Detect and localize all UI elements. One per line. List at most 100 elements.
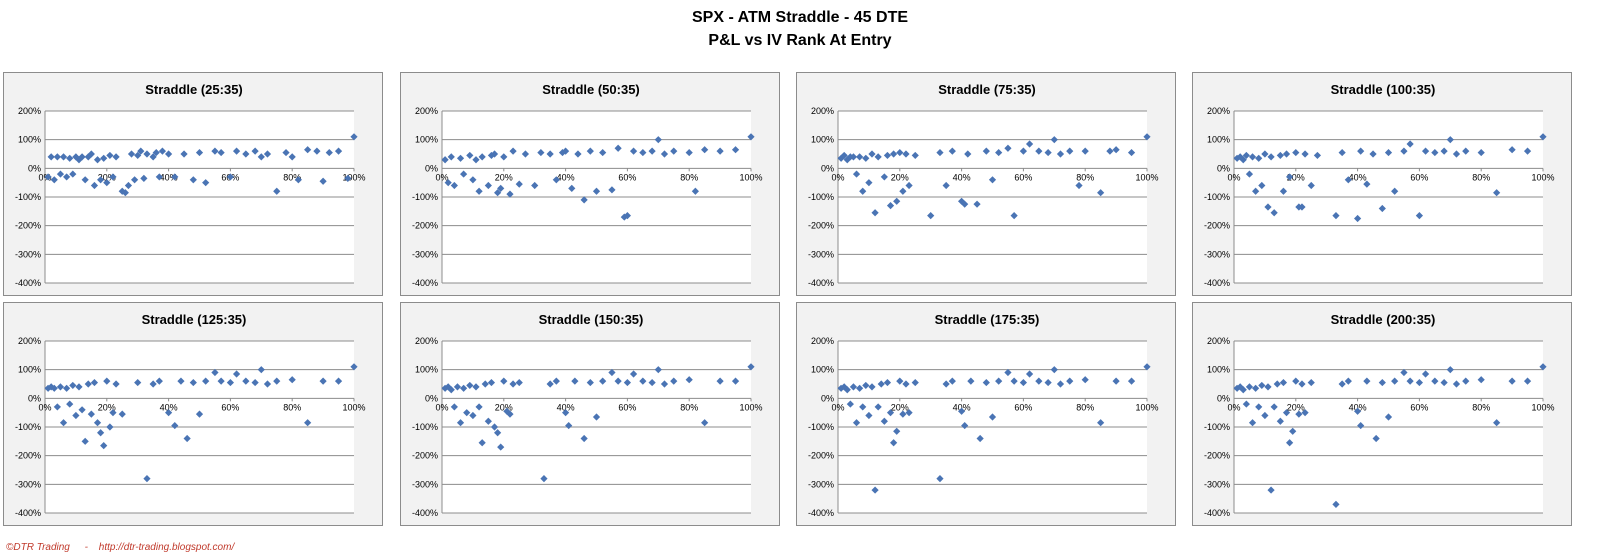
y-tick-label: -300% (808, 479, 834, 489)
data-point (1286, 439, 1294, 447)
data-point (1242, 151, 1250, 160)
x-tick-label: 40% (953, 402, 971, 412)
data-point (942, 380, 950, 388)
data-point (1332, 212, 1340, 220)
data-point (515, 378, 523, 387)
data-point (97, 429, 105, 437)
data-point (481, 380, 489, 388)
x-tick-label: 40% (1349, 172, 1367, 182)
x-tick-label: 20% (98, 172, 116, 182)
data-point (127, 150, 136, 158)
data-point (1446, 366, 1454, 374)
data-point (1440, 378, 1448, 387)
chart-title: Straddle (100:35) (1331, 82, 1436, 97)
data-point (334, 377, 343, 385)
data-point (1363, 377, 1371, 385)
data-point (56, 383, 65, 391)
data-point (1344, 377, 1352, 385)
data-point (232, 147, 241, 155)
data-point (1245, 383, 1254, 391)
data-point (1357, 147, 1365, 155)
data-point (586, 378, 594, 387)
data-point (1508, 377, 1516, 385)
data-point (1289, 427, 1297, 435)
data-point (1127, 148, 1136, 157)
data-point (304, 146, 312, 154)
chart-panel-6: Straddle (150:35) 200% 100% 0% -100% -200% -30… (400, 302, 780, 526)
data-point (880, 417, 888, 425)
y-tick-label: 200% (415, 336, 438, 346)
y-tick-label: 100% (1207, 365, 1230, 375)
y-tick-label: 100% (811, 135, 834, 145)
y-tick-label: 0% (1217, 163, 1230, 173)
data-point (747, 363, 755, 371)
data-point (1267, 153, 1275, 161)
data-point (242, 150, 250, 158)
data-point (890, 439, 898, 447)
data-point (87, 150, 95, 158)
x-tick-label: 60% (618, 172, 636, 182)
data-point (1248, 419, 1257, 427)
data-point (1252, 187, 1260, 195)
data-point (1344, 176, 1352, 184)
data-point (995, 148, 1003, 157)
data-point (484, 417, 492, 425)
chart-svg: Straddle (125:35) 200% 100% 0% -100% -200% -30… (15, 312, 366, 518)
data-point (509, 147, 517, 155)
data-point (475, 187, 483, 195)
x-tick-label: 20% (891, 172, 909, 182)
data-point (608, 186, 616, 194)
data-point (1097, 419, 1105, 427)
data-point (1276, 151, 1284, 160)
y-tick-label: 0% (821, 393, 834, 403)
data-point (90, 181, 99, 190)
y-tick-label: -200% (1204, 451, 1230, 461)
y-tick-label: -100% (15, 422, 41, 432)
y-tick-label: 0% (425, 393, 438, 403)
y-tick-label: -100% (808, 422, 834, 432)
data-point (562, 147, 570, 155)
chart-svg: Straddle (75:35) 200% 100% 0% -100% -200% -300… (808, 82, 1159, 288)
data-point (515, 180, 523, 188)
data-point (1338, 148, 1346, 157)
x-tick-label: 80% (283, 402, 301, 412)
data-point (1081, 147, 1089, 155)
y-tick-label: 0% (821, 163, 834, 173)
data-point (1267, 486, 1275, 494)
x-tick-label: 60% (1410, 402, 1428, 412)
data-point (450, 181, 458, 190)
data-point (1035, 377, 1043, 385)
x-tick-label: 0% (435, 172, 448, 182)
data-point (1019, 378, 1027, 387)
data-point (731, 146, 740, 154)
data-point (478, 439, 486, 447)
data-point (66, 154, 74, 162)
data-point (890, 150, 898, 158)
data-point (1035, 147, 1043, 155)
y-tick-label: -400% (808, 508, 834, 518)
y-tick-label: -300% (15, 479, 41, 489)
data-point (905, 181, 913, 190)
x-tick-label: 60% (1410, 172, 1428, 182)
y-tick-label: 100% (811, 365, 834, 375)
data-point (78, 153, 86, 161)
x-tick-label: 80% (1076, 172, 1094, 182)
data-point (112, 153, 120, 161)
data-point (1400, 368, 1408, 377)
chart-panel-8: Straddle (200:35) 200% 100% 0% -100% -200% -30… (1192, 302, 1572, 526)
data-point (257, 366, 265, 374)
y-tick-label: -100% (412, 192, 438, 202)
x-tick-label: 100% (1135, 172, 1158, 182)
data-point (257, 153, 265, 161)
footer-url[interactable]: http://dtr-trading.blogspot.com/ (98, 542, 235, 553)
data-point (877, 380, 885, 388)
data-point (121, 189, 129, 197)
data-point (565, 421, 573, 430)
data-point (670, 147, 678, 155)
data-point (660, 380, 669, 388)
data-point (47, 383, 55, 391)
data-point (1044, 148, 1052, 157)
data-point (59, 153, 68, 161)
data-point (614, 144, 622, 152)
data-point (1050, 136, 1058, 144)
